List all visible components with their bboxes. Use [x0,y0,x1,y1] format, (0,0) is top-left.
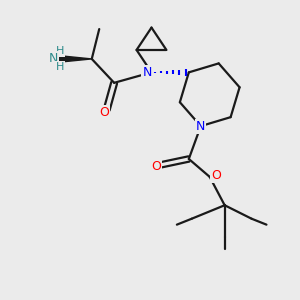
Text: O: O [151,160,161,173]
Text: N: N [48,52,58,65]
Text: H: H [56,46,64,56]
Text: N: N [142,66,152,79]
Text: O: O [211,169,220,182]
Text: H: H [56,62,64,72]
Text: N: N [196,120,206,133]
Text: O: O [99,106,109,119]
Polygon shape [56,55,92,62]
